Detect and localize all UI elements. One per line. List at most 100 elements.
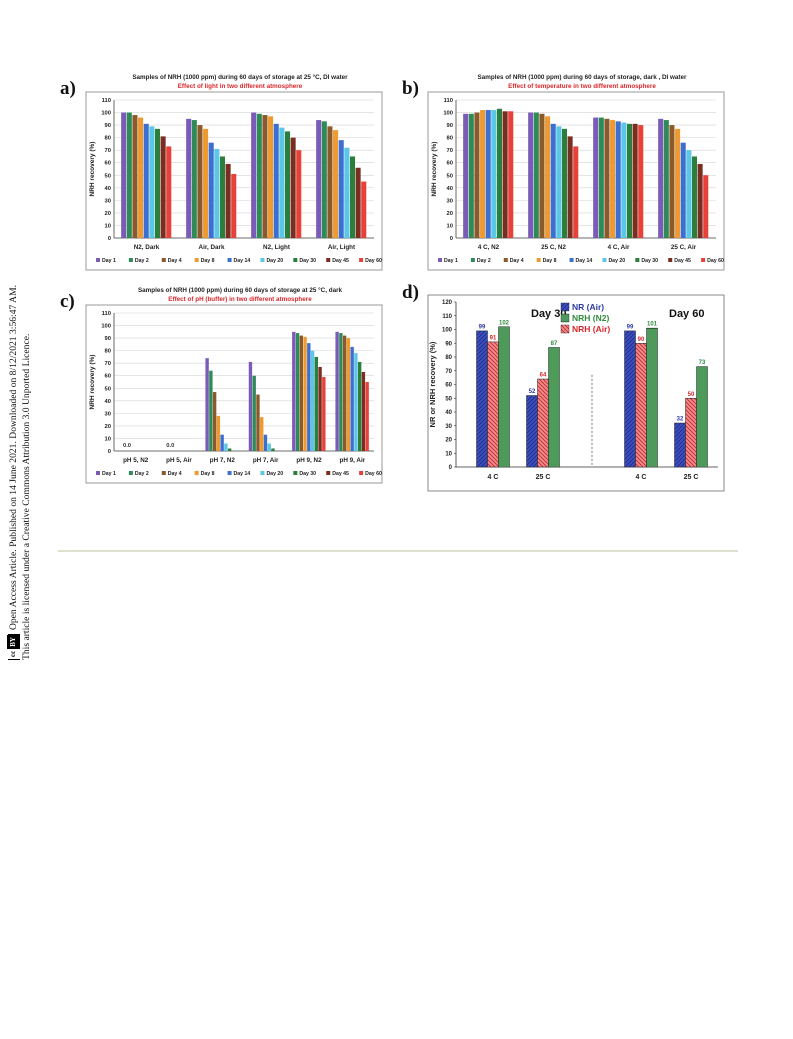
y-tick-label: 0	[449, 465, 453, 471]
y-tick-label: 110	[444, 98, 453, 104]
data-label: 102	[499, 320, 510, 326]
bar-day-20	[556, 126, 562, 238]
y-tick-label: 80	[447, 136, 453, 142]
y-tick-label: 60	[445, 383, 452, 389]
legend-entry: Day 4	[168, 258, 182, 264]
y-axis-label: NRH recovery (%)	[431, 142, 438, 197]
legend-entry: Day 45	[674, 258, 691, 264]
y-tick-label: 20	[445, 438, 452, 444]
bar-day-4	[212, 392, 217, 451]
legend-swatch	[96, 471, 100, 475]
legend-entry: Day 45	[332, 258, 349, 264]
y-tick-label: 10	[105, 436, 111, 442]
bar-day-60	[573, 146, 579, 238]
bar-day-14	[680, 142, 686, 238]
bar-day-14	[273, 123, 279, 238]
group-label-day-30: Day 30	[531, 308, 566, 320]
legend-swatch	[635, 258, 640, 262]
panel-label: b)	[402, 78, 419, 99]
bar-day-30	[496, 108, 503, 238]
y-tick-label: 20	[105, 211, 111, 217]
bar-day-20	[344, 147, 350, 238]
section-divider	[58, 550, 738, 552]
x-tick-label: Air, Dark	[199, 244, 225, 251]
bar-day-60	[365, 382, 369, 451]
bar-nrh-air-	[487, 341, 499, 468]
legend-swatch	[260, 258, 265, 262]
legend-swatch	[260, 471, 265, 475]
legend-swatch	[96, 258, 100, 262]
chart-panel-a: a) Samples of NRH (1000 ppm) during 60 da…	[60, 73, 383, 271]
legend-swatch	[701, 258, 706, 262]
legend-swatch	[194, 258, 199, 262]
data-label: 52	[529, 389, 536, 395]
legend-entry: Day 60	[365, 471, 382, 477]
bar-nr-air-	[624, 330, 636, 468]
legend-entry: Day 2	[135, 471, 149, 477]
x-tick-label: 25 C, Air	[671, 244, 697, 251]
bar-day-4	[197, 125, 203, 238]
bar-day-20	[686, 150, 692, 238]
bar-day-30	[691, 156, 698, 238]
y-tick-label: 80	[445, 355, 452, 361]
bar-day-2	[598, 117, 604, 238]
bar-day-8	[610, 120, 616, 238]
bar-day-1	[251, 112, 257, 238]
data-label: 50	[688, 392, 695, 398]
bar-day-20	[279, 127, 285, 238]
y-tick-label: 100	[101, 324, 111, 330]
legend-entry: NRH (Air)	[572, 324, 610, 334]
bar-day-2	[191, 120, 197, 238]
y-tick-label: 20	[447, 211, 453, 217]
bar-day-20	[310, 350, 315, 451]
y-tick-label: 20	[105, 424, 111, 430]
bar-day-14	[550, 123, 556, 238]
data-label: 91	[490, 335, 497, 341]
legend-entry: Day 8	[201, 258, 215, 264]
legend-entry: Day 2	[477, 258, 491, 264]
y-tick-label: 40	[447, 186, 453, 192]
bar-day-45	[318, 366, 322, 451]
bar-day-4	[474, 112, 480, 238]
bar-day-8	[138, 117, 144, 238]
bar-nrh-air-	[635, 343, 647, 468]
panel-label: a)	[60, 78, 76, 99]
bar-day-2	[256, 113, 262, 238]
bar-day-45	[697, 163, 703, 238]
y-tick-label: 110	[102, 311, 111, 317]
bar-day-1	[528, 112, 534, 238]
bar-day-1	[335, 331, 339, 451]
y-tick-label: 100	[442, 328, 453, 334]
legend-swatch	[668, 258, 673, 262]
legend-swatch	[128, 471, 133, 475]
x-tick-label: 25 C	[536, 474, 551, 481]
data-label: 32	[677, 417, 684, 423]
bar-day-30	[219, 156, 226, 238]
y-tick-label: 0	[450, 236, 453, 242]
legend-entry: Day 20	[266, 471, 283, 477]
bar-day-30	[561, 128, 568, 238]
x-tick-label: pH 9, Air	[339, 457, 365, 464]
legend-swatch	[161, 258, 166, 262]
bar-nr-air-	[674, 422, 686, 468]
bar-nrh-n2-	[696, 366, 708, 468]
bar-day-8	[268, 116, 274, 238]
legend-entry: Day 2	[135, 258, 149, 264]
bar-day-30	[227, 448, 232, 451]
legend-swatch	[536, 258, 541, 262]
y-tick-label: 100	[443, 111, 453, 117]
bar-day-45	[502, 111, 508, 238]
bar-day-60	[231, 174, 237, 238]
legend-entry: Day 8	[201, 471, 215, 477]
data-label: 99	[627, 324, 634, 330]
bar-day-30	[626, 123, 633, 238]
bar-day-20	[267, 443, 271, 451]
y-tick-label: 10	[445, 451, 452, 457]
y-tick-label: 60	[105, 374, 111, 380]
x-tick-label: pH 7, N2	[210, 457, 236, 464]
bar-day-45	[355, 167, 361, 238]
bar-day-8	[545, 116, 551, 238]
panel-label: c)	[60, 291, 75, 312]
bar-day-20	[621, 122, 627, 238]
